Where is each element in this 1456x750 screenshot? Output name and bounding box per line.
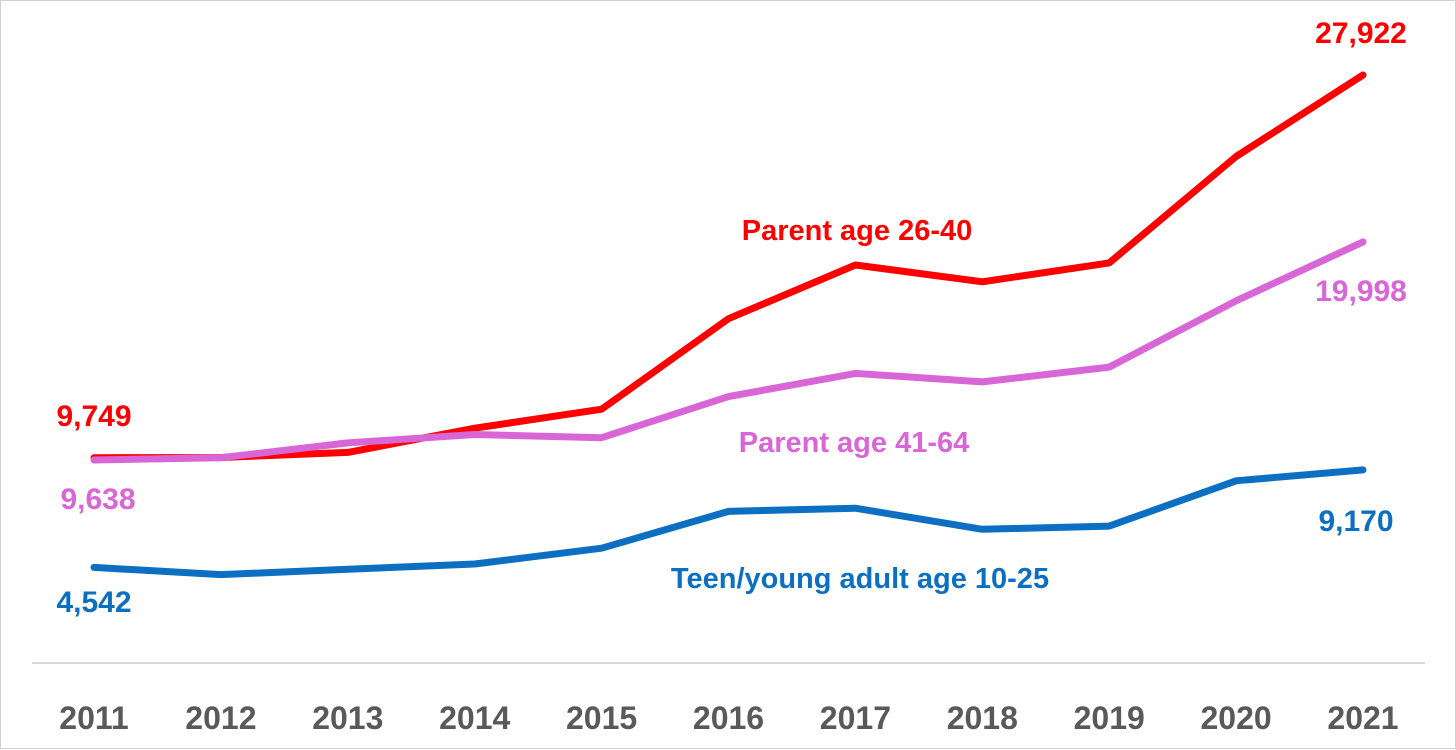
series-line-1 — [90, 238, 1367, 464]
x-tick-label-2018: 2018 — [947, 700, 1018, 736]
x-tick-label-2015: 2015 — [566, 700, 637, 736]
data-label-series-2-start: 4,542 — [56, 586, 131, 619]
x-tick-label-2014: 2014 — [439, 700, 510, 736]
data-label-series-0-start: 9,749 — [56, 400, 131, 433]
data-label-series-0-end: 27,922 — [1315, 17, 1407, 50]
x-tick-label-2019: 2019 — [1074, 700, 1145, 736]
data-label-series-2-end: 9,170 — [1318, 505, 1393, 538]
x-tick-label-2021: 2021 — [1327, 700, 1398, 736]
series-name-label-2: Teen/young adult age 10-25 — [671, 563, 1049, 595]
x-tick-label-2011: 2011 — [59, 700, 128, 736]
x-tick-label-2016: 2016 — [693, 700, 764, 736]
data-label-series-1-end: 19,998 — [1315, 275, 1407, 308]
data-label-series-1-start: 9,638 — [60, 483, 135, 516]
series-line-2 — [90, 466, 1367, 579]
series-name-label-0: Parent age 26-40 — [742, 215, 973, 247]
x-tick-label-2012: 2012 — [185, 700, 256, 736]
x-tick-label-2013: 2013 — [312, 700, 383, 736]
series-name-label-1: Parent age 41-64 — [739, 427, 970, 459]
x-tick-label-2020: 2020 — [1201, 700, 1272, 736]
x-tick-label-2017: 2017 — [820, 700, 891, 736]
series-line-0 — [90, 71, 1367, 462]
